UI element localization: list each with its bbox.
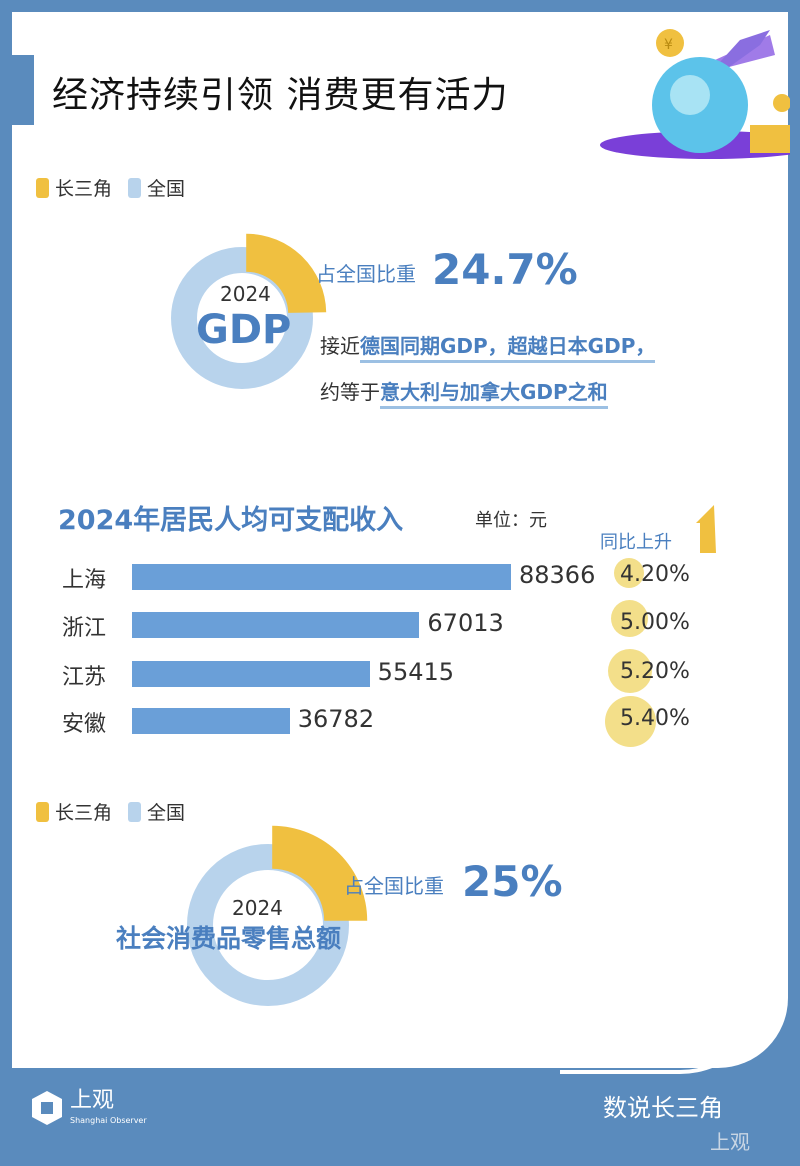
footer-brand: 数说长三角 xyxy=(603,1094,723,1122)
shanghai-observer-logo-icon xyxy=(32,1091,62,1125)
gdp-donut xyxy=(171,233,327,389)
retail-year: 2024 xyxy=(232,896,283,920)
globe-illustration: ¥ xyxy=(600,29,790,159)
national-swatch xyxy=(128,177,142,198)
legend-national: 全国 xyxy=(147,178,186,200)
growth-value: 5.20% xyxy=(620,659,690,684)
footer-logo-text: 上观 xyxy=(70,1088,115,1113)
yrd-swatch xyxy=(36,177,49,198)
gdp-line2-pre: 约等于 xyxy=(320,380,380,404)
gdp-line1-text: 德国同期GDP，超越日本GDP， xyxy=(360,334,656,363)
retail-donut xyxy=(187,825,368,1006)
growth-label: 同比上升 xyxy=(600,532,672,553)
page-title: 经济持续引领 消费更有活力 xyxy=(52,75,509,116)
growth-value: 5.00% xyxy=(620,610,690,635)
legend-yrd: 长三角 xyxy=(55,802,113,824)
income-value: 67013 xyxy=(427,609,504,637)
income-value: 36782 xyxy=(297,705,375,733)
donut-yrd-slice xyxy=(272,825,368,921)
income-row-label: 浙江 xyxy=(62,616,107,641)
gdp-year: 2024 xyxy=(220,282,271,306)
donut-national xyxy=(187,844,349,1006)
growth-bubble xyxy=(611,600,648,637)
income-row-label: 安徽 xyxy=(62,712,107,737)
gdp-line2: 约等于意大利与加拿大GDP之和 xyxy=(320,376,608,409)
legend-yrd: 长三角 xyxy=(55,178,113,200)
gdp-line1: 接近德国同期GDP，超越日本GDP， xyxy=(320,330,656,363)
income-bar xyxy=(132,564,511,590)
income-bar xyxy=(132,708,290,734)
content-card xyxy=(12,12,788,1068)
svg-text:¥: ¥ xyxy=(664,37,673,53)
national-swatch xyxy=(128,801,142,822)
retail-share-value: 25% xyxy=(462,857,563,906)
growth-bubble xyxy=(608,649,652,693)
gdp-share-label: 占全国比重 xyxy=(316,262,416,286)
income-row-label: 江苏 xyxy=(62,665,107,690)
watermark: 上观 xyxy=(710,1130,750,1154)
donut-yrd-slice xyxy=(246,233,327,313)
retail-legend: 长三角 全国 xyxy=(36,798,185,825)
income-value: 88366 xyxy=(519,561,596,589)
growth-bubble xyxy=(614,558,644,588)
income-title: 2024年居民人均可支配收入 xyxy=(58,505,404,536)
legend-national: 全国 xyxy=(147,802,186,824)
gdp-share-value: 24.7% xyxy=(432,245,578,294)
growth-value: 5.40% xyxy=(620,706,690,731)
gdp-line2-text: 意大利与加拿大GDP之和 xyxy=(380,380,608,409)
income-unit: 单位：元 xyxy=(475,510,547,531)
footer-logo-en: Shanghai Observer xyxy=(70,1116,147,1125)
donut-national xyxy=(171,247,313,389)
title-tab xyxy=(12,55,34,125)
gdp-label: GDP xyxy=(196,307,292,353)
income-bar xyxy=(132,661,370,687)
income-row-label: 上海 xyxy=(62,568,107,593)
income-value: 55415 xyxy=(377,658,455,686)
gdp-legend: 长三角 全国 xyxy=(36,174,185,201)
income-bar xyxy=(132,612,420,638)
retail-share-label: 占全国比重 xyxy=(344,874,444,898)
up-arrow-icon xyxy=(696,505,716,553)
gdp-line1-pre: 接近 xyxy=(320,334,360,358)
retail-label: 社会消费品零售总额 xyxy=(116,924,342,953)
growth-value: 4.20% xyxy=(620,562,690,587)
yrd-swatch xyxy=(36,801,49,822)
growth-bubble xyxy=(605,696,656,747)
